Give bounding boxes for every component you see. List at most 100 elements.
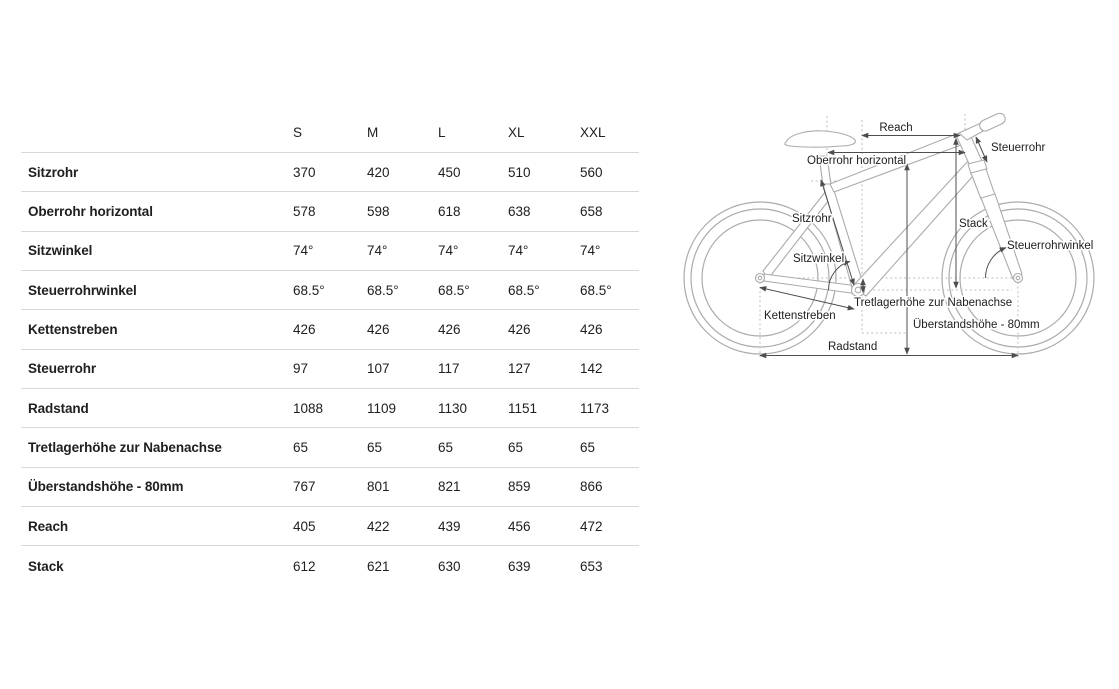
- row-value: 370: [293, 164, 316, 180]
- steuerrohrwinkel-arc: [984, 247, 1007, 279]
- seat-stay: [762, 190, 833, 280]
- row-label: Stack: [28, 558, 64, 574]
- diagram-label-oberrohr: Oberrohr horizontal: [807, 155, 906, 167]
- row-value: 510: [508, 164, 531, 180]
- row-value: 1088: [293, 400, 324, 416]
- row-value: 426: [508, 322, 531, 338]
- row-label: Sitzrohr: [28, 164, 79, 180]
- table-row: Kettenstreben 426 426 426 426 426: [21, 310, 639, 350]
- row-value: 68.5°: [367, 282, 399, 298]
- row-value: 472: [580, 518, 603, 534]
- diagram-label-tretlagerhoehe: Tretlagerhöhe zur Nabenachse: [854, 297, 1012, 309]
- size-column-header: M: [367, 125, 379, 140]
- handlebar-grip: [979, 112, 1006, 132]
- diagram-label-steuerrohr: Steuerrohr: [991, 142, 1046, 154]
- row-label: Sitzwinkel: [28, 243, 93, 259]
- row-value: 422: [367, 518, 390, 534]
- row-value: 74°: [367, 243, 388, 259]
- row-value: 68.5°: [508, 282, 540, 298]
- row-value: 866: [580, 479, 603, 495]
- bike-diagram-svg: Reach Steuerrohr Oberrohr horizontal Sit…: [683, 112, 1095, 359]
- diagram-label-sitzrohr: Sitzrohr: [792, 213, 832, 225]
- row-value: 65: [580, 440, 596, 456]
- row-value: 439: [438, 518, 461, 534]
- row-value: 74°: [508, 243, 529, 259]
- row-value: 578: [293, 204, 316, 220]
- row-value: 638: [508, 204, 531, 220]
- table-row: Radstand 1088 1109 1130 1151 1173: [21, 389, 639, 429]
- row-label: Radstand: [28, 400, 89, 416]
- diagram-label-radstand: Radstand: [828, 341, 877, 353]
- table-row: Sitzrohr 370 420 450 510 560: [21, 153, 639, 193]
- row-value: 1173: [580, 400, 610, 416]
- bike-geometry-diagram: Reach Steuerrohr Oberrohr horizontal Sit…: [680, 100, 1119, 390]
- row-value: 653: [580, 558, 603, 574]
- row-value: 74°: [580, 243, 601, 259]
- row-value: 639: [508, 558, 531, 574]
- steuerrohr-arrow: [975, 136, 988, 163]
- row-value: 405: [293, 518, 316, 534]
- row-value: 74°: [438, 243, 459, 259]
- size-column-header: XL: [508, 125, 525, 140]
- row-value: 107: [367, 361, 390, 377]
- table-row: Reach 405 422 439 456 472: [21, 507, 639, 547]
- row-value: 560: [580, 164, 603, 180]
- row-value: 68.5°: [580, 282, 612, 298]
- row-value: 74°: [293, 243, 314, 259]
- row-value: 630: [438, 558, 461, 574]
- geometry-table-body: Sitzrohr 370 420 450 510 560 Oberrohr horizont…: [21, 153, 639, 586]
- sitzrohr-arrow: [820, 179, 855, 286]
- table-row: Stack 612 621 630 639 653: [21, 546, 639, 585]
- kettenstreben-arrow: [759, 286, 855, 311]
- row-label: Steuerrohr: [28, 361, 97, 377]
- diagram-label-kettenstreben: Kettenstreben: [764, 310, 836, 322]
- bike-frame: [754, 112, 1024, 298]
- row-label: Steuerrohrwinkel: [28, 282, 137, 298]
- row-value: 65: [367, 440, 383, 456]
- row-value: 426: [580, 322, 603, 338]
- row-label: Kettenstreben: [28, 322, 118, 338]
- table-row: Steuerrohr 97 107 117 127 142: [21, 350, 639, 390]
- dimension-arrows: [759, 132, 1019, 359]
- row-value: 767: [293, 479, 316, 495]
- size-column-header: S: [293, 125, 303, 140]
- table-row: Sitzwinkel 74° 74° 74° 74° 74°: [21, 232, 639, 272]
- row-value: 450: [438, 164, 461, 180]
- row-label: Reach: [28, 518, 69, 534]
- diagram-label-sitzwinkel: Sitzwinkel: [793, 253, 844, 265]
- row-value: 426: [438, 322, 461, 338]
- table-row: Tretlagerhöhe zur Nabenachse 65 65 65 65 65: [21, 428, 639, 468]
- row-label: Tretlagerhöhe zur Nabenachse: [28, 440, 222, 456]
- diagram-label-stack: Stack: [959, 218, 988, 230]
- table-row: Überstandshöhe - 80mm 767 801 821 859 866: [21, 468, 639, 508]
- diagram-label-reach: Reach: [879, 122, 912, 134]
- row-value: 598: [367, 204, 390, 220]
- row-label: Oberrohr horizontal: [28, 204, 153, 220]
- row-value: 420: [367, 164, 390, 180]
- row-value: 658: [580, 204, 603, 220]
- row-value: 426: [293, 322, 316, 338]
- table-row: Oberrohr horizontal 578 598 618 638 658: [21, 192, 639, 232]
- diagram-labels: Reach Steuerrohr Oberrohr horizontal Sit…: [763, 121, 1095, 355]
- chain-stay: [763, 273, 859, 295]
- row-value: 618: [438, 204, 461, 220]
- row-value: 859: [508, 479, 531, 495]
- row-value: 1151: [508, 400, 538, 416]
- size-column-header: XXL: [580, 125, 606, 140]
- row-value: 1130: [438, 400, 468, 416]
- sitzwinkel-arc: [827, 260, 851, 291]
- row-value: 612: [293, 558, 316, 574]
- row-value: 65: [508, 440, 524, 456]
- row-value: 456: [508, 518, 531, 534]
- row-value: 68.5°: [438, 282, 470, 298]
- diagram-label-steuerrohrwinkel: Steuerrohrwinkel: [1007, 240, 1093, 252]
- diagram-label-ueberstandshoehe: Überstandshöhe - 80mm: [913, 319, 1040, 331]
- table-row: Steuerrohrwinkel 68.5° 68.5° 68.5° 68.5° 68.5…: [21, 271, 639, 311]
- row-value: 1109: [367, 400, 397, 416]
- row-value: 142: [580, 361, 603, 377]
- size-column-header: L: [438, 125, 446, 140]
- row-value: 97: [293, 361, 309, 377]
- row-value: 801: [367, 479, 390, 495]
- row-value: 65: [293, 440, 309, 456]
- row-label: Überstandshöhe - 80mm: [28, 479, 184, 495]
